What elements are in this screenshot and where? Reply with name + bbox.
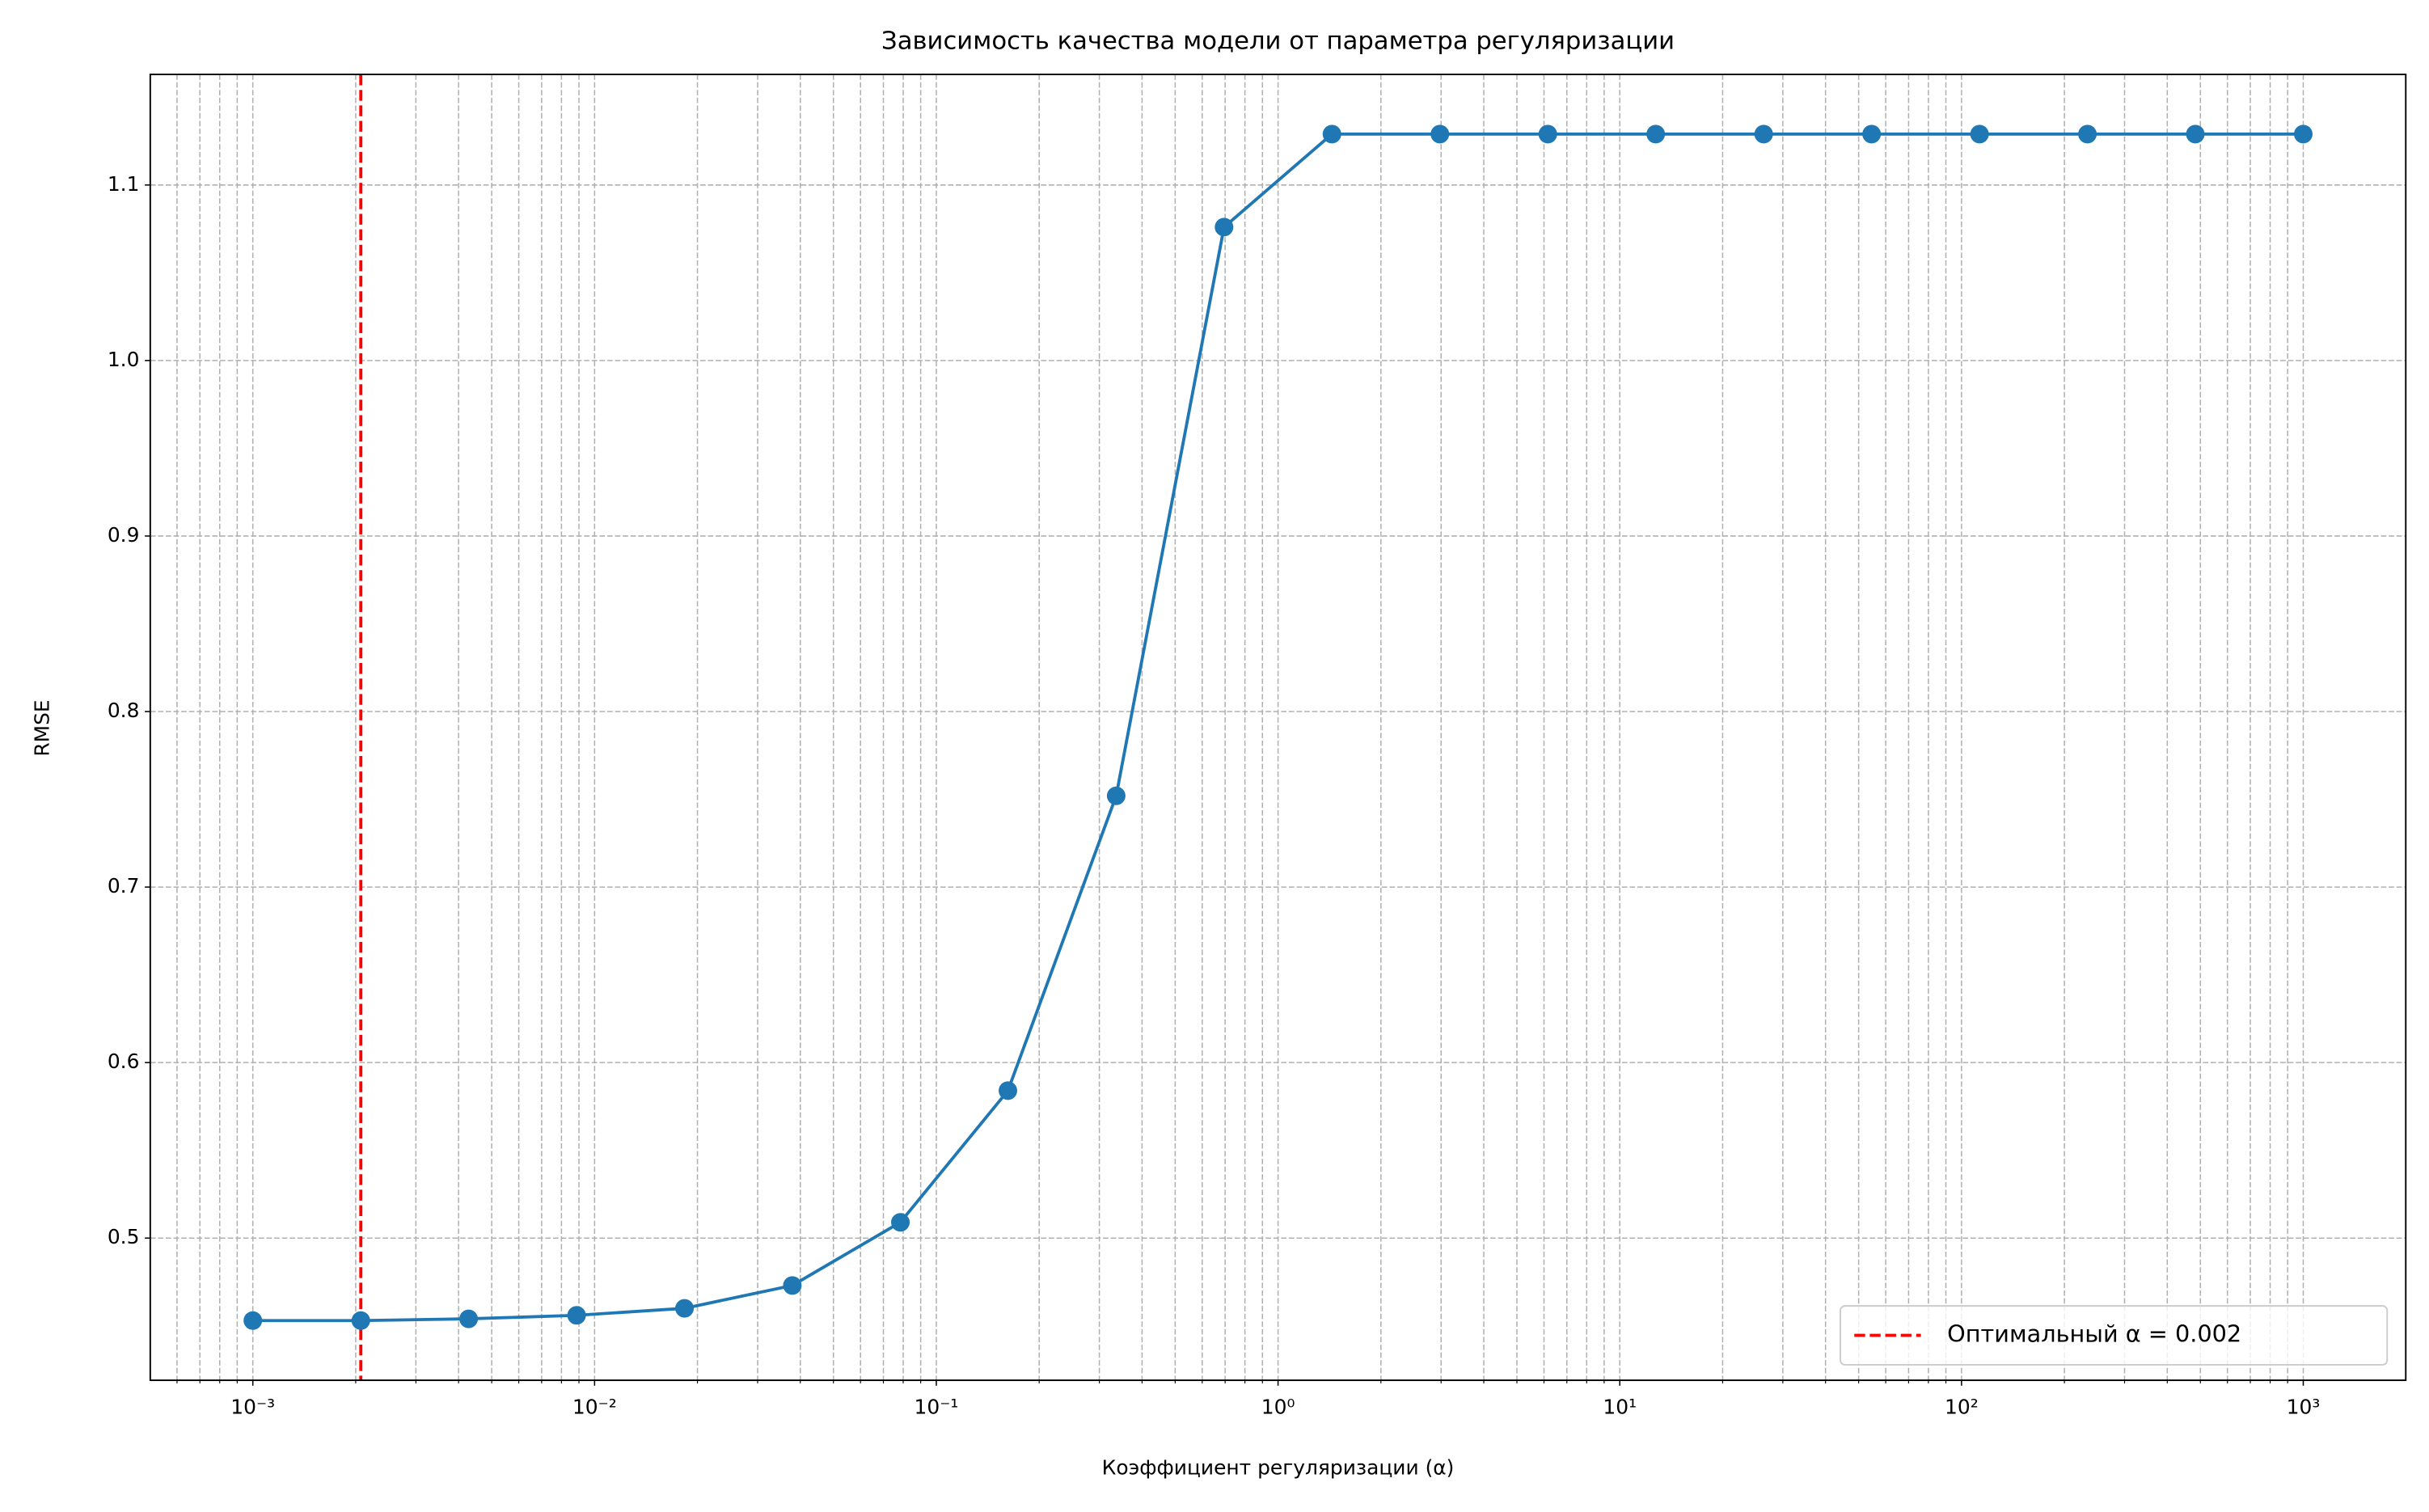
marker — [1754, 125, 1773, 144]
x-tick-label: 10² — [1945, 1396, 1979, 1419]
marker — [459, 1309, 479, 1328]
y-tick-label: 0.8 — [108, 699, 140, 722]
axes-frame — [149, 74, 2407, 1382]
marker — [351, 1311, 370, 1330]
y-tick-label: 0.7 — [108, 874, 140, 897]
marker — [567, 1306, 586, 1325]
marker — [675, 1299, 695, 1318]
marker — [2294, 125, 2313, 144]
marker — [1538, 125, 1557, 144]
marker — [1106, 786, 1126, 805]
y-tick-label: 0.6 — [108, 1050, 140, 1073]
x-tick-label: 10⁻² — [572, 1396, 617, 1419]
y-tick-label: 1.1 — [108, 172, 140, 196]
x-tick-label: 10⁰ — [1261, 1396, 1295, 1419]
marker — [891, 1213, 910, 1232]
x-axis-label: Коэффициент регуляризации (α) — [1102, 1455, 1455, 1479]
marker — [1970, 125, 1989, 144]
x-tick-label: 10⁻¹ — [915, 1396, 959, 1419]
marker — [2078, 125, 2097, 144]
marker — [999, 1081, 1018, 1100]
x-tick-label: 10⁻³ — [230, 1396, 275, 1419]
legend-label: Оптимальный α = 0.002 — [1947, 1320, 2241, 1348]
legend-box — [1840, 1305, 2389, 1366]
marker — [783, 1276, 802, 1295]
x-tick-label: 10³ — [2287, 1396, 2321, 1419]
marker — [243, 1311, 263, 1330]
marker — [1862, 125, 1882, 144]
y-tick-label: 0.9 — [108, 523, 140, 547]
x-tick-label: 10¹ — [1603, 1396, 1637, 1419]
marker — [2186, 125, 2205, 144]
marker — [1430, 125, 1450, 144]
marker — [1646, 125, 1666, 144]
marker — [1322, 125, 1341, 144]
y-tick-label: 0.5 — [108, 1225, 140, 1248]
y-tick-label: 1.0 — [108, 348, 140, 371]
marker — [1214, 218, 1234, 237]
y-axis-label: RMSE — [31, 699, 54, 756]
chart-title: Зависимость качества модели от параметра… — [881, 27, 1675, 55]
series-line — [252, 132, 2304, 1323]
